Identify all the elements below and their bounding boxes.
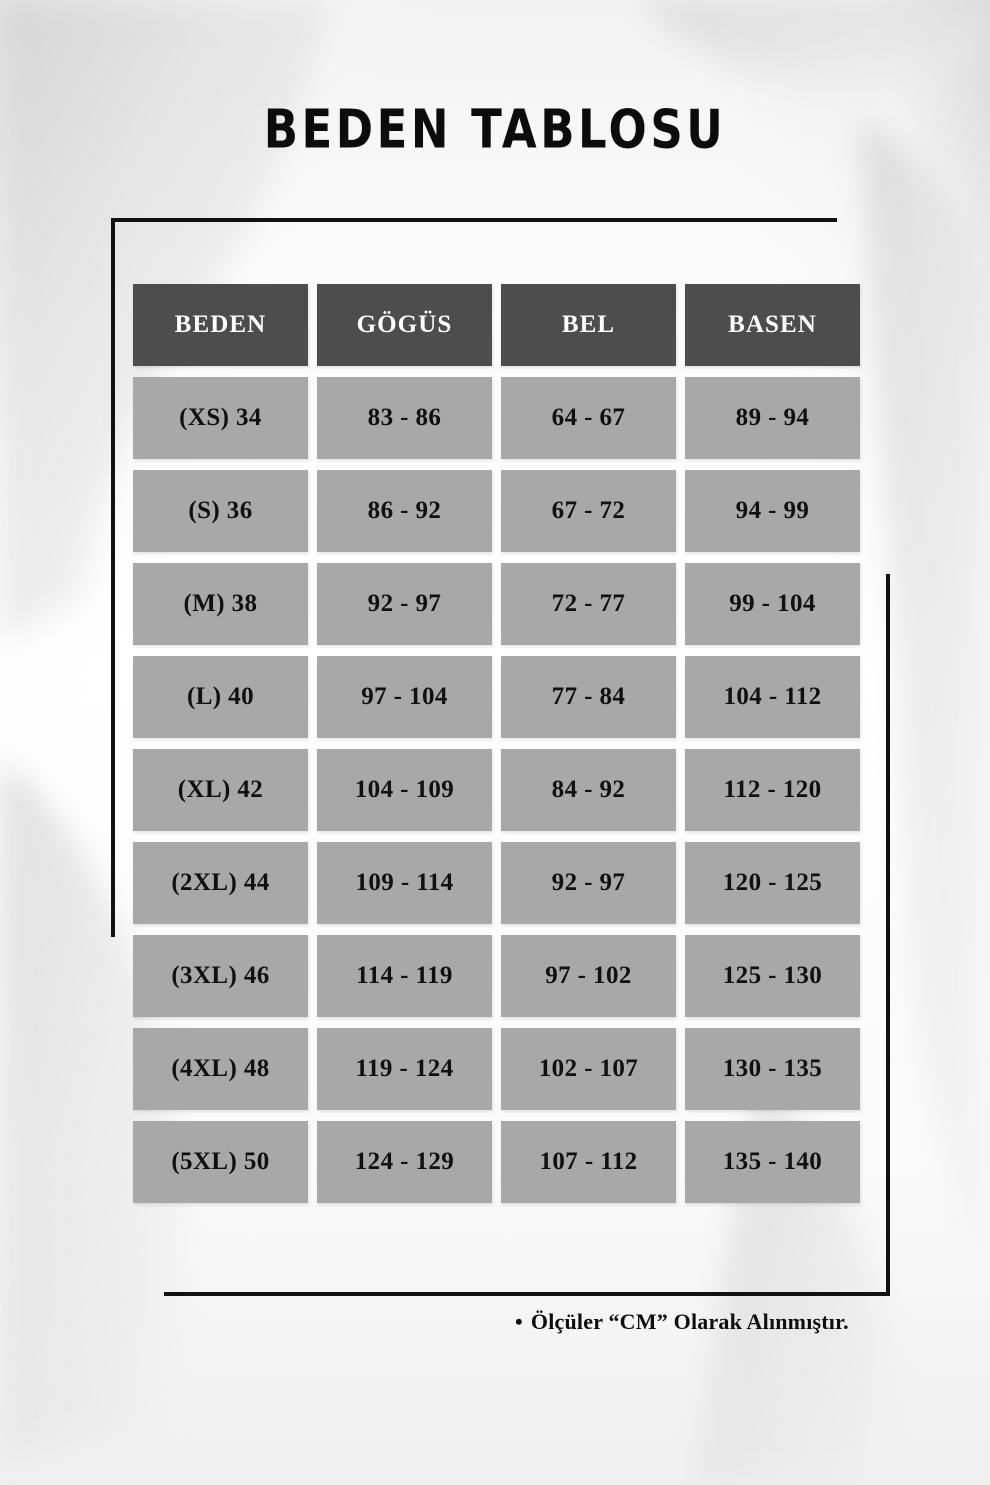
table-row: (S) 36 86 - 92 67 - 72 94 - 99	[133, 470, 860, 552]
footer-note: • Ölçüler “CM” Olarak Alınmıştır.	[515, 1309, 849, 1335]
table-row: (L) 40 97 - 104 77 - 84 104 - 112	[133, 656, 860, 738]
cell-beden: (5XL) 50	[133, 1121, 308, 1203]
table-row: (M) 38 92 - 97 72 - 77 99 - 104	[133, 563, 860, 645]
table-row: (3XL) 46 114 - 119 97 - 102 125 - 130	[133, 935, 860, 1017]
cell-basen: 99 - 104	[685, 563, 860, 645]
cell-beden: (XS) 34	[133, 377, 308, 459]
cell-gogus: 114 - 119	[317, 935, 492, 1017]
cell-basen: 125 - 130	[685, 935, 860, 1017]
decorative-rule-bottom	[164, 1292, 890, 1296]
table-header-row: BEDEN GÖGÜS BEL BASEN	[133, 284, 860, 366]
cell-gogus: 119 - 124	[317, 1028, 492, 1110]
cell-bel: 107 - 112	[501, 1121, 676, 1203]
column-header-bel: BEL	[501, 284, 676, 366]
cell-bel: 77 - 84	[501, 656, 676, 738]
column-header-beden: BEDEN	[133, 284, 308, 366]
decorative-rule-left	[111, 218, 115, 937]
table-row: (2XL) 44 109 - 114 92 - 97 120 - 125	[133, 842, 860, 924]
cell-basen: 94 - 99	[685, 470, 860, 552]
cell-basen: 135 - 140	[685, 1121, 860, 1203]
cell-beden: (S) 36	[133, 470, 308, 552]
cell-beden: (XL) 42	[133, 749, 308, 831]
cell-bel: 84 - 92	[501, 749, 676, 831]
cell-basen: 120 - 125	[685, 842, 860, 924]
column-header-gogus: GÖGÜS	[317, 284, 492, 366]
cell-gogus: 86 - 92	[317, 470, 492, 552]
table-row: (4XL) 48 119 - 124 102 - 107 130 - 135	[133, 1028, 860, 1110]
cell-gogus: 124 - 129	[317, 1121, 492, 1203]
cell-gogus: 92 - 97	[317, 563, 492, 645]
column-header-basen: BASEN	[685, 284, 860, 366]
cell-basen: 89 - 94	[685, 377, 860, 459]
cell-beden: (3XL) 46	[133, 935, 308, 1017]
cell-bel: 92 - 97	[501, 842, 676, 924]
cell-basen: 112 - 120	[685, 749, 860, 831]
cell-bel: 67 - 72	[501, 470, 676, 552]
table-row: (5XL) 50 124 - 129 107 - 112 135 - 140	[133, 1121, 860, 1203]
cell-beden: (L) 40	[133, 656, 308, 738]
decorative-rule-top	[111, 218, 837, 222]
table-row: (XL) 42 104 - 109 84 - 92 112 - 120	[133, 749, 860, 831]
page-title: BEDEN TABLOSU	[263, 98, 727, 161]
cell-basen: 104 - 112	[685, 656, 860, 738]
cell-gogus: 109 - 114	[317, 842, 492, 924]
cell-beden: (M) 38	[133, 563, 308, 645]
table-row: (XS) 34 83 - 86 64 - 67 89 - 94	[133, 377, 860, 459]
footer-note-text: Ölçüler “CM” Olarak Alınmıştır.	[530, 1309, 849, 1334]
cell-beden: (2XL) 44	[133, 842, 308, 924]
cell-bel: 64 - 67	[501, 377, 676, 459]
size-chart-table: BEDEN GÖGÜS BEL BASEN (XS) 34 83 - 86 64…	[133, 284, 860, 1214]
cell-bel: 72 - 77	[501, 563, 676, 645]
decorative-rule-right	[886, 574, 890, 1296]
cell-gogus: 97 - 104	[317, 656, 492, 738]
cell-beden: (4XL) 48	[133, 1028, 308, 1110]
cell-gogus: 104 - 109	[317, 749, 492, 831]
bullet-icon: •	[515, 1309, 523, 1334]
cell-basen: 130 - 135	[685, 1028, 860, 1110]
cell-bel: 102 - 107	[501, 1028, 676, 1110]
cell-gogus: 83 - 86	[317, 377, 492, 459]
cell-bel: 97 - 102	[501, 935, 676, 1017]
